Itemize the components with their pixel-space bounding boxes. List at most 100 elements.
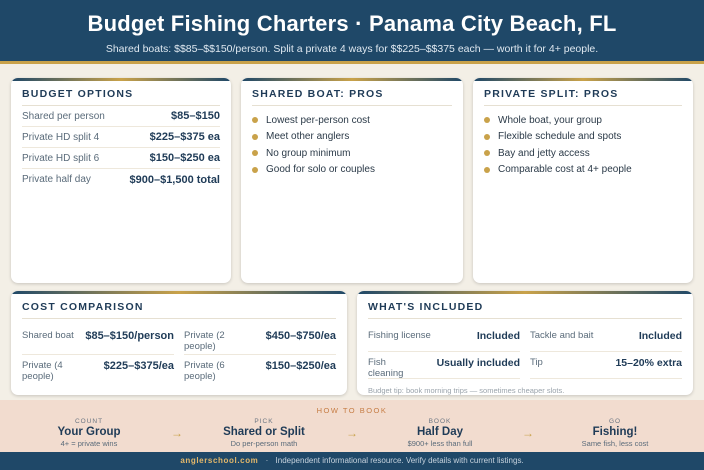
page-header: Budget Fishing Charters · Panama City Be…: [0, 0, 704, 64]
cost-comparison-label: Private (4 people): [22, 360, 63, 382]
step-small-label: COUNT: [74, 418, 104, 425]
budget-option-row: Private half day $900–$1,500 total: [22, 169, 220, 190]
page-title: Budget Fishing Charters · Panama City Be…: [87, 11, 617, 36]
arrow-right-icon: →: [171, 426, 183, 440]
included-label: Fish cleaning: [368, 357, 404, 379]
budget-option-row: Private HD split 4 $225–$375 ea: [22, 127, 220, 148]
step-title: Half Day: [416, 426, 464, 438]
included-label: Fishing license: [368, 330, 431, 341]
list-item-text: No group minimum: [266, 147, 351, 159]
budget-option-row: Shared per person $85–$150: [22, 106, 220, 127]
bullet-dot-icon: [252, 166, 258, 173]
whats-included-grid: Fishing license Included Tackle and bait…: [368, 325, 682, 379]
included-value: 15–20% extra: [615, 357, 682, 369]
included-label: Tip: [530, 357, 543, 368]
step-count: COUNT Your Group 4+ = private wins: [29, 418, 149, 448]
budget-option-value: $900–$1,500 total: [129, 173, 220, 186]
cost-comparison-label: Shared boat: [22, 330, 74, 341]
included-value: Included: [638, 330, 682, 342]
list-item: Lowest per-person cost: [252, 112, 452, 129]
budget-options-title: BUDGET OPTIONS: [22, 88, 220, 106]
included-value: Usually included: [436, 357, 520, 369]
cost-comparison-value: $85–$150/person: [85, 330, 174, 342]
how-to-book-label: HOW TO BOOK: [316, 406, 388, 415]
budget-option-label: Shared per person: [22, 110, 105, 122]
footer-text: Independent informational resource. Veri…: [275, 456, 524, 465]
budget-option-label: Private HD split 6: [22, 152, 100, 164]
cost-comparison-label: Private (2 people): [184, 330, 225, 352]
page-footer: anglerschool.com · Independent informati…: [0, 452, 704, 470]
budget-tip: Budget tip: book morning trips — sometim…: [368, 386, 565, 395]
step-note: $900+ less than full: [407, 439, 473, 448]
footer-separator: ·: [265, 456, 269, 465]
list-item: Good for solo or couples: [252, 162, 452, 179]
budget-option-label: Private half day: [22, 174, 91, 185]
list-item-text: Meet other anglers: [266, 131, 350, 143]
step-small-label: PICK: [254, 418, 274, 425]
cost-comparison-cell: Private (2 people) $450–$750/ea: [184, 325, 336, 355]
step-title: Shared or Split: [223, 426, 305, 438]
cost-comparison-card: COST COMPARISON Shared boat $85–$150/per…: [11, 291, 347, 395]
shared-boat-pros-card: SHARED BOAT: PROS Lowest per-person cost…: [241, 78, 463, 283]
list-item-text: Comparable cost at 4+ people: [498, 164, 632, 176]
cost-comparison-cell: Private (4 people) $225–$375/ea: [22, 355, 174, 385]
budget-option-label: Private HD split 4: [22, 131, 100, 143]
step-note: Do per-person math: [230, 439, 298, 448]
bullet-dot-icon: [484, 166, 490, 173]
bullet-dot-icon: [484, 150, 490, 157]
budget-options-card: BUDGET OPTIONS Shared per person $85–$15…: [11, 78, 231, 283]
step-small-label: GO: [608, 418, 622, 425]
arrow-right-icon: →: [346, 426, 358, 440]
bullet-dot-icon: [484, 117, 490, 124]
list-item-text: Good for solo or couples: [266, 164, 375, 176]
cost-comparison-value: $150–$250/ea: [265, 360, 336, 372]
whats-included-title: WHAT'S INCLUDED: [368, 301, 682, 319]
list-item: Comparable cost at 4+ people: [484, 162, 682, 179]
list-item-text: Flexible schedule and spots: [498, 131, 622, 143]
included-value: Included: [476, 330, 520, 342]
included-cell: Fish cleaning Usually included: [368, 352, 520, 379]
cost-comparison-cell: Private (6 people) $150–$250/ea: [184, 355, 336, 385]
list-item: Flexible schedule and spots: [484, 129, 682, 146]
bullet-dot-icon: [252, 150, 258, 157]
private-split-pros-card: PRIVATE SPLIT: PROS Whole boat, your gro…: [473, 78, 693, 283]
step-book: BOOK Half Day $900+ less than full: [380, 418, 500, 448]
shared-pros-list: Lowest per-person cost Meet other angler…: [252, 112, 452, 178]
budget-option-value: $85–$150: [171, 110, 220, 122]
cost-comparison-title: COST COMPARISON: [22, 301, 336, 319]
step-note: 4+ = private wins: [60, 439, 118, 448]
list-item: No group minimum: [252, 145, 452, 162]
shared-boat-pros-title: SHARED BOAT: PROS: [252, 88, 452, 106]
bullet-dot-icon: [252, 117, 258, 124]
how-to-book-section: HOW TO BOOK COUNT Your Group 4+ = privat…: [0, 400, 704, 452]
list-item: Whole boat, your group: [484, 112, 682, 129]
budget-option-value: $150–$250 ea: [149, 152, 220, 164]
cost-comparison-value: $225–$375/ea: [103, 360, 174, 372]
budget-option-value: $225–$375 ea: [149, 131, 220, 143]
cost-comparison-grid: Shared boat $85–$150/person Private (2 p…: [22, 325, 336, 385]
arrow-right-icon: →: [522, 426, 534, 440]
step-small-label: BOOK: [428, 418, 452, 425]
footer-site-link[interactable]: anglerschool.com: [180, 456, 259, 465]
step-title: Fishing!: [592, 426, 638, 438]
list-item: Meet other anglers: [252, 129, 452, 146]
step-note: Same fish, less cost: [581, 439, 649, 448]
step-title: Your Group: [57, 426, 121, 438]
bullet-dot-icon: [252, 133, 258, 140]
included-label: Tackle and bait: [530, 330, 594, 341]
bullet-dot-icon: [484, 133, 490, 140]
list-item-text: Whole boat, your group: [498, 114, 602, 126]
included-cell: Tackle and bait Included: [530, 325, 682, 352]
cost-comparison-value: $450–$750/ea: [265, 330, 336, 342]
private-pros-list: Whole boat, your group Flexible schedule…: [484, 112, 682, 178]
budget-option-row: Private HD split 6 $150–$250 ea: [22, 148, 220, 169]
included-cell: Fishing license Included: [368, 325, 520, 352]
included-cell: Tip 15–20% extra: [530, 352, 682, 379]
whats-included-card: WHAT'S INCLUDED Fishing license Included…: [357, 291, 693, 395]
cost-comparison-label: Private (6 people): [184, 360, 225, 382]
step-go: GO Fishing! Same fish, less cost: [555, 418, 675, 448]
cost-comparison-cell: Shared boat $85–$150/person: [22, 325, 174, 355]
list-item-text: Lowest per-person cost: [266, 114, 370, 126]
page-subtitle: Shared boats: $$85–$$150/person. Split a…: [105, 43, 599, 55]
list-item: Bay and jetty access: [484, 145, 682, 162]
